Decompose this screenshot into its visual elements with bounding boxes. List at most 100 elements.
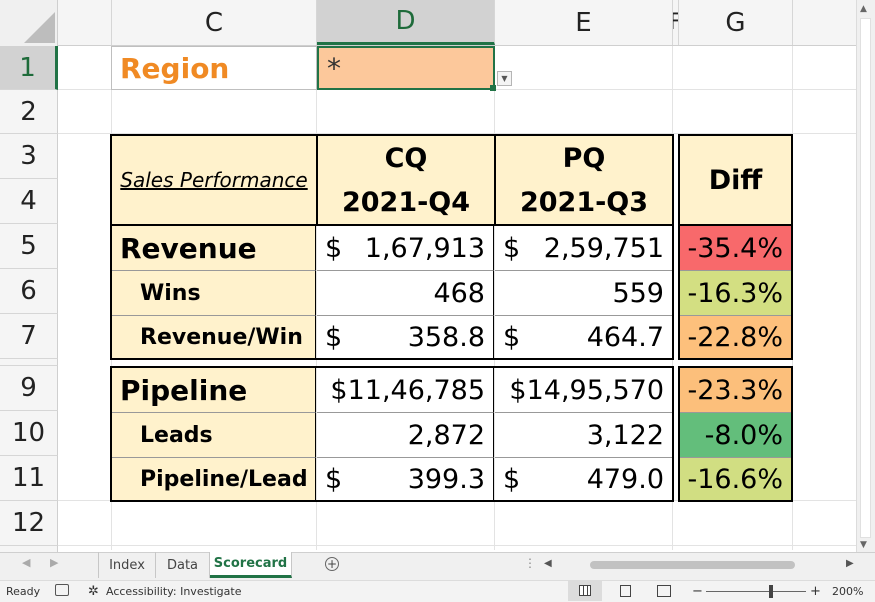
row-header-6[interactable]: 6: [0, 269, 58, 314]
column-header-e[interactable]: E: [495, 0, 673, 45]
pq-value: 559: [612, 277, 664, 309]
pq-revenue: $2,59,751: [495, 226, 672, 270]
diff-wins: -16.3%: [680, 270, 791, 315]
gridline: [58, 545, 856, 546]
tab-scroll-right-icon[interactable]: ▶: [50, 556, 59, 569]
pq-header: PQ: [494, 134, 674, 181]
row-header-10[interactable]: 10: [0, 411, 58, 456]
zoom-slider-track[interactable]: [706, 591, 806, 592]
cq-header: CQ: [316, 134, 496, 181]
zoom-in-icon[interactable]: +: [810, 583, 821, 599]
row-header-4[interactable]: 4: [0, 179, 58, 224]
status-ready: Ready: [6, 584, 41, 598]
currency-symbol: $: [503, 463, 521, 495]
pq-period: 2021-Q3: [494, 180, 674, 226]
sales-diff-border: [678, 224, 793, 360]
accessibility-status[interactable]: Accessibility: Investigate: [106, 584, 242, 598]
accessibility-icon[interactable]: ✲: [88, 583, 99, 599]
diff-header: Diff: [678, 134, 793, 226]
normal-view-icon: [579, 585, 591, 596]
page-layout-icon[interactable]: [620, 585, 631, 597]
scroll-down-icon[interactable]: ▼: [860, 540, 867, 550]
cq-value: 2,872: [407, 419, 485, 451]
tab-split-handle-icon[interactable]: ⋮: [524, 556, 536, 570]
vertical-scroll-thumb[interactable]: [860, 18, 871, 538]
row-header-13[interactable]: [0, 546, 58, 552]
zoom-out-icon[interactable]: −: [692, 583, 703, 599]
metric-label-wins: Wins: [112, 270, 316, 315]
row-header-11[interactable]: 11: [0, 456, 58, 501]
pq-value: 479.0: [586, 463, 664, 495]
currency-symbol: $: [503, 232, 521, 264]
cq-wins: 468: [317, 270, 494, 315]
sheet-tab-index[interactable]: Index: [99, 552, 156, 578]
cq-revenue-per-win: $358.8: [317, 315, 494, 358]
gridline: [58, 133, 856, 134]
page-break-preview-icon[interactable]: [657, 585, 671, 597]
horizontal-scroll-thumb[interactable]: [590, 561, 795, 569]
pq-value: 2,59,751: [543, 232, 664, 264]
column-header-d[interactable]: D: [317, 0, 495, 45]
metric-label-revenue-per-win: Revenue/Win: [112, 315, 316, 358]
pq-value: $14,95,570: [509, 374, 664, 406]
tab-divider: [98, 552, 99, 578]
cq-period: 2021-Q4: [316, 180, 496, 226]
row-header-8[interactable]: [0, 359, 58, 366]
column-header-f[interactable]: F: [673, 0, 679, 45]
gridline: [316, 46, 317, 550]
add-sheet-icon[interactable]: +: [325, 557, 339, 571]
pq-revenue-per-win: $464.7: [495, 315, 672, 358]
pq-value: 3,122: [586, 419, 664, 451]
cq-value: 468: [433, 277, 485, 309]
cq-leads: 2,872: [317, 412, 494, 457]
region-label: Region: [111, 46, 317, 90]
diff-revenue: -35.4%: [680, 226, 791, 270]
diff-revenue-per-win: -22.8%: [680, 315, 791, 358]
row-header-3[interactable]: 3: [0, 134, 58, 179]
region-value-cell[interactable]: *: [317, 46, 495, 90]
fill-handle[interactable]: [490, 85, 496, 91]
dropdown-arrow-icon[interactable]: ▼: [497, 71, 512, 86]
row-header-7[interactable]: 7: [0, 314, 58, 359]
zoom-slider-thumb[interactable]: [769, 585, 773, 598]
diff-pipeline-per-lead: -16.6%: [680, 457, 791, 500]
gridline: [494, 46, 495, 550]
column-header-g[interactable]: G: [679, 0, 793, 45]
cq-value: 399.3: [407, 463, 485, 495]
hscroll-left-icon[interactable]: ◀: [544, 558, 552, 569]
pq-value: 464.7: [586, 321, 664, 353]
hscroll-right-icon[interactable]: ▶: [846, 558, 854, 569]
macro-record-icon[interactable]: [55, 584, 69, 596]
sheet-tab-data[interactable]: Data: [156, 552, 210, 578]
status-bar: [0, 580, 875, 602]
currency-symbol: $: [325, 463, 343, 495]
pipeline-block-border: [110, 366, 674, 502]
column-header-c[interactable]: C: [112, 0, 317, 45]
metric-label-leads: Leads: [112, 412, 316, 457]
scroll-up-icon[interactable]: ▲: [860, 4, 867, 14]
row-header-12[interactable]: 12: [0, 501, 58, 546]
sheet-tab-scorecard[interactable]: Scorecard: [210, 552, 292, 578]
tab-scroll-left-icon[interactable]: ◀: [22, 556, 31, 569]
cq-value: $11,46,785: [330, 374, 485, 406]
zoom-level[interactable]: 200%: [832, 584, 864, 598]
currency-symbol: $: [503, 321, 521, 353]
row-header-9[interactable]: 9: [0, 366, 58, 411]
cq-pipeline: $11,46,785: [317, 368, 494, 412]
pq-wins: 559: [495, 270, 672, 315]
diff-leads: -8.0%: [680, 412, 791, 457]
pipeline-diff-border: [678, 366, 793, 502]
column-header-b[interactable]: [58, 0, 112, 45]
currency-symbol: $: [325, 232, 343, 264]
row-header-1[interactable]: 1: [0, 46, 58, 90]
pq-pipeline-per-lead: $479.0: [495, 457, 672, 500]
currency-symbol: $: [325, 321, 343, 353]
row-header-2[interactable]: 2: [0, 90, 58, 134]
diff-pipeline: -23.3%: [680, 368, 791, 412]
row-header-5[interactable]: 5: [0, 224, 58, 269]
metric-label-revenue: Revenue: [112, 226, 316, 270]
pq-pipeline: $14,95,570: [495, 368, 672, 412]
cq-value: 1,67,913: [364, 232, 485, 264]
pq-leads: 3,122: [495, 412, 672, 457]
cq-pipeline-per-lead: $399.3: [317, 457, 494, 500]
